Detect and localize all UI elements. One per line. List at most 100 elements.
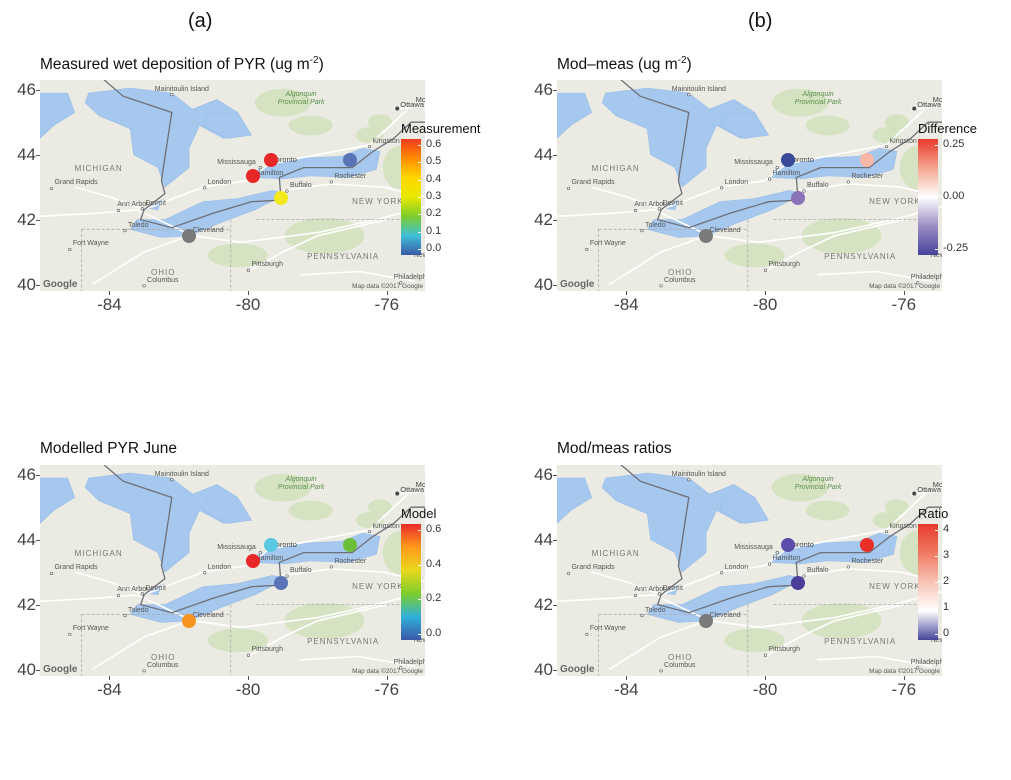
city-marker [633, 208, 637, 213]
highway [300, 655, 415, 668]
city-label: Ottawa [400, 484, 425, 494]
city-label: Toledo [644, 221, 666, 229]
map-area[interactable]: OttawaMontreal Kingston Toronto Mississauga… [557, 465, 942, 676]
map-attribution: Map data ©2017 Google [869, 283, 940, 290]
city-label: New York [413, 637, 425, 645]
legend-colorbar [401, 139, 421, 255]
station-point-kingston[interactable] [860, 152, 875, 167]
city-marker [246, 653, 251, 657]
city-marker [720, 571, 724, 575]
city-label: Buffalo [289, 567, 312, 575]
state-label: NEW YORK [352, 196, 404, 206]
forest-area [367, 499, 392, 516]
city-label: Kingston [889, 522, 917, 530]
station-point-kingston[interactable] [860, 537, 875, 552]
city-label: Ottawa [400, 99, 425, 109]
forest-area [724, 243, 785, 268]
legend-tick [418, 197, 421, 198]
station-point-buffalo[interactable] [274, 191, 289, 206]
forest-area [884, 114, 909, 131]
station-point-buffalo[interactable] [791, 576, 806, 591]
legend-label: 0 [943, 627, 950, 639]
legend-label: 0.4 [426, 557, 442, 570]
highway [91, 620, 190, 671]
city-label: Mainitoulin Island [154, 85, 209, 93]
state-label: MICHIGAN [591, 164, 640, 174]
city-marker [246, 268, 251, 272]
station-point-cleveland[interactable] [699, 229, 714, 244]
panel-title-superscript: -2 [677, 55, 687, 66]
highway [300, 270, 415, 283]
map-area[interactable]: OttawaMontreal Kingston Toronto Mississauga… [40, 465, 425, 676]
station-point-cleveland[interactable] [182, 229, 197, 244]
city-label: Pittsburgh [768, 261, 800, 269]
station-point-cleveland[interactable] [699, 614, 714, 629]
legend-colorbar [918, 524, 938, 640]
city-label: Rochester [851, 557, 884, 565]
forest-area [254, 473, 311, 502]
city-marker [802, 574, 806, 578]
city-marker [687, 93, 691, 97]
map-area[interactable]: OttawaMontreal Kingston Toronto Mississauga… [40, 80, 425, 291]
city-label: Montreal [932, 95, 942, 105]
legend-label: 0.2 [426, 592, 442, 605]
station-point-hamilton[interactable] [246, 168, 261, 183]
city-marker [846, 180, 850, 184]
legend-label: 0.1 [426, 224, 442, 237]
station-point-hamilton[interactable] [246, 553, 261, 568]
legend-label: 3 [943, 549, 950, 561]
y-axis-tick [553, 539, 557, 541]
legend-tick [418, 599, 421, 601]
station-point-toronto[interactable] [263, 537, 278, 552]
column-label-a: (a) [188, 10, 213, 32]
park-label: Algonquin Provincial Park [277, 476, 325, 492]
x-axis-label: -84 [614, 680, 639, 699]
station-point-cleveland[interactable] [182, 614, 197, 629]
y-axis-tick [36, 539, 40, 541]
city-marker [768, 562, 772, 566]
city-marker [640, 229, 644, 233]
legend-colorbar [918, 139, 938, 255]
legend-label: 0.0 [426, 627, 442, 639]
city-marker [566, 186, 571, 191]
city-marker [399, 666, 403, 670]
legend-label: 0.2 [426, 207, 442, 220]
city-label: Pittsburgh [768, 646, 800, 654]
map-attribution: Map data ©2017 Google [352, 668, 423, 675]
station-point-buffalo[interactable] [791, 191, 806, 206]
highway [557, 590, 942, 629]
city-label: Ann Arbor [117, 201, 149, 209]
station-point-kingston[interactable] [343, 152, 358, 167]
y-axis-label: 42 [534, 209, 553, 229]
city-marker [585, 632, 589, 637]
station-point-buffalo[interactable] [274, 576, 289, 591]
lake-georgian [202, 112, 253, 139]
legend-label: 2 [943, 575, 950, 587]
y-axis-label: 46 [534, 464, 553, 484]
column-label-b: (b) [748, 10, 773, 32]
map-attribution: Map data ©2017 Google [869, 668, 940, 675]
station-point-kingston[interactable] [343, 537, 358, 552]
city-label: Philadelphia [910, 273, 942, 281]
legend-label: 0.5 [426, 155, 442, 168]
x-axis-tick [626, 291, 628, 295]
city-marker [802, 189, 806, 193]
map-area[interactable]: OttawaMontreal Kingston Toronto Mississauga… [557, 80, 942, 291]
station-point-toronto[interactable] [780, 152, 795, 167]
legend-tick [418, 145, 421, 146]
city-marker [659, 669, 663, 673]
city-marker [329, 565, 333, 569]
map-panel: Mod/meas ratios OttawaMontreal Kingston Tor… [517, 440, 1011, 780]
highway [764, 603, 904, 658]
legend-label: 0.0 [426, 242, 442, 254]
x-axis-tick [626, 676, 628, 680]
map-panel: Mod–meas (ug m-2) OttawaMontreal Kingston T… [517, 55, 1011, 395]
y-axis-tick [36, 219, 40, 221]
city-label: Cleveland [709, 226, 741, 234]
international-border [620, 465, 942, 614]
station-point-toronto[interactable] [263, 152, 278, 167]
city-marker [203, 571, 207, 575]
city-label: Cleveland [192, 611, 224, 619]
legend-tick [418, 179, 421, 181]
station-point-toronto[interactable] [780, 537, 795, 552]
